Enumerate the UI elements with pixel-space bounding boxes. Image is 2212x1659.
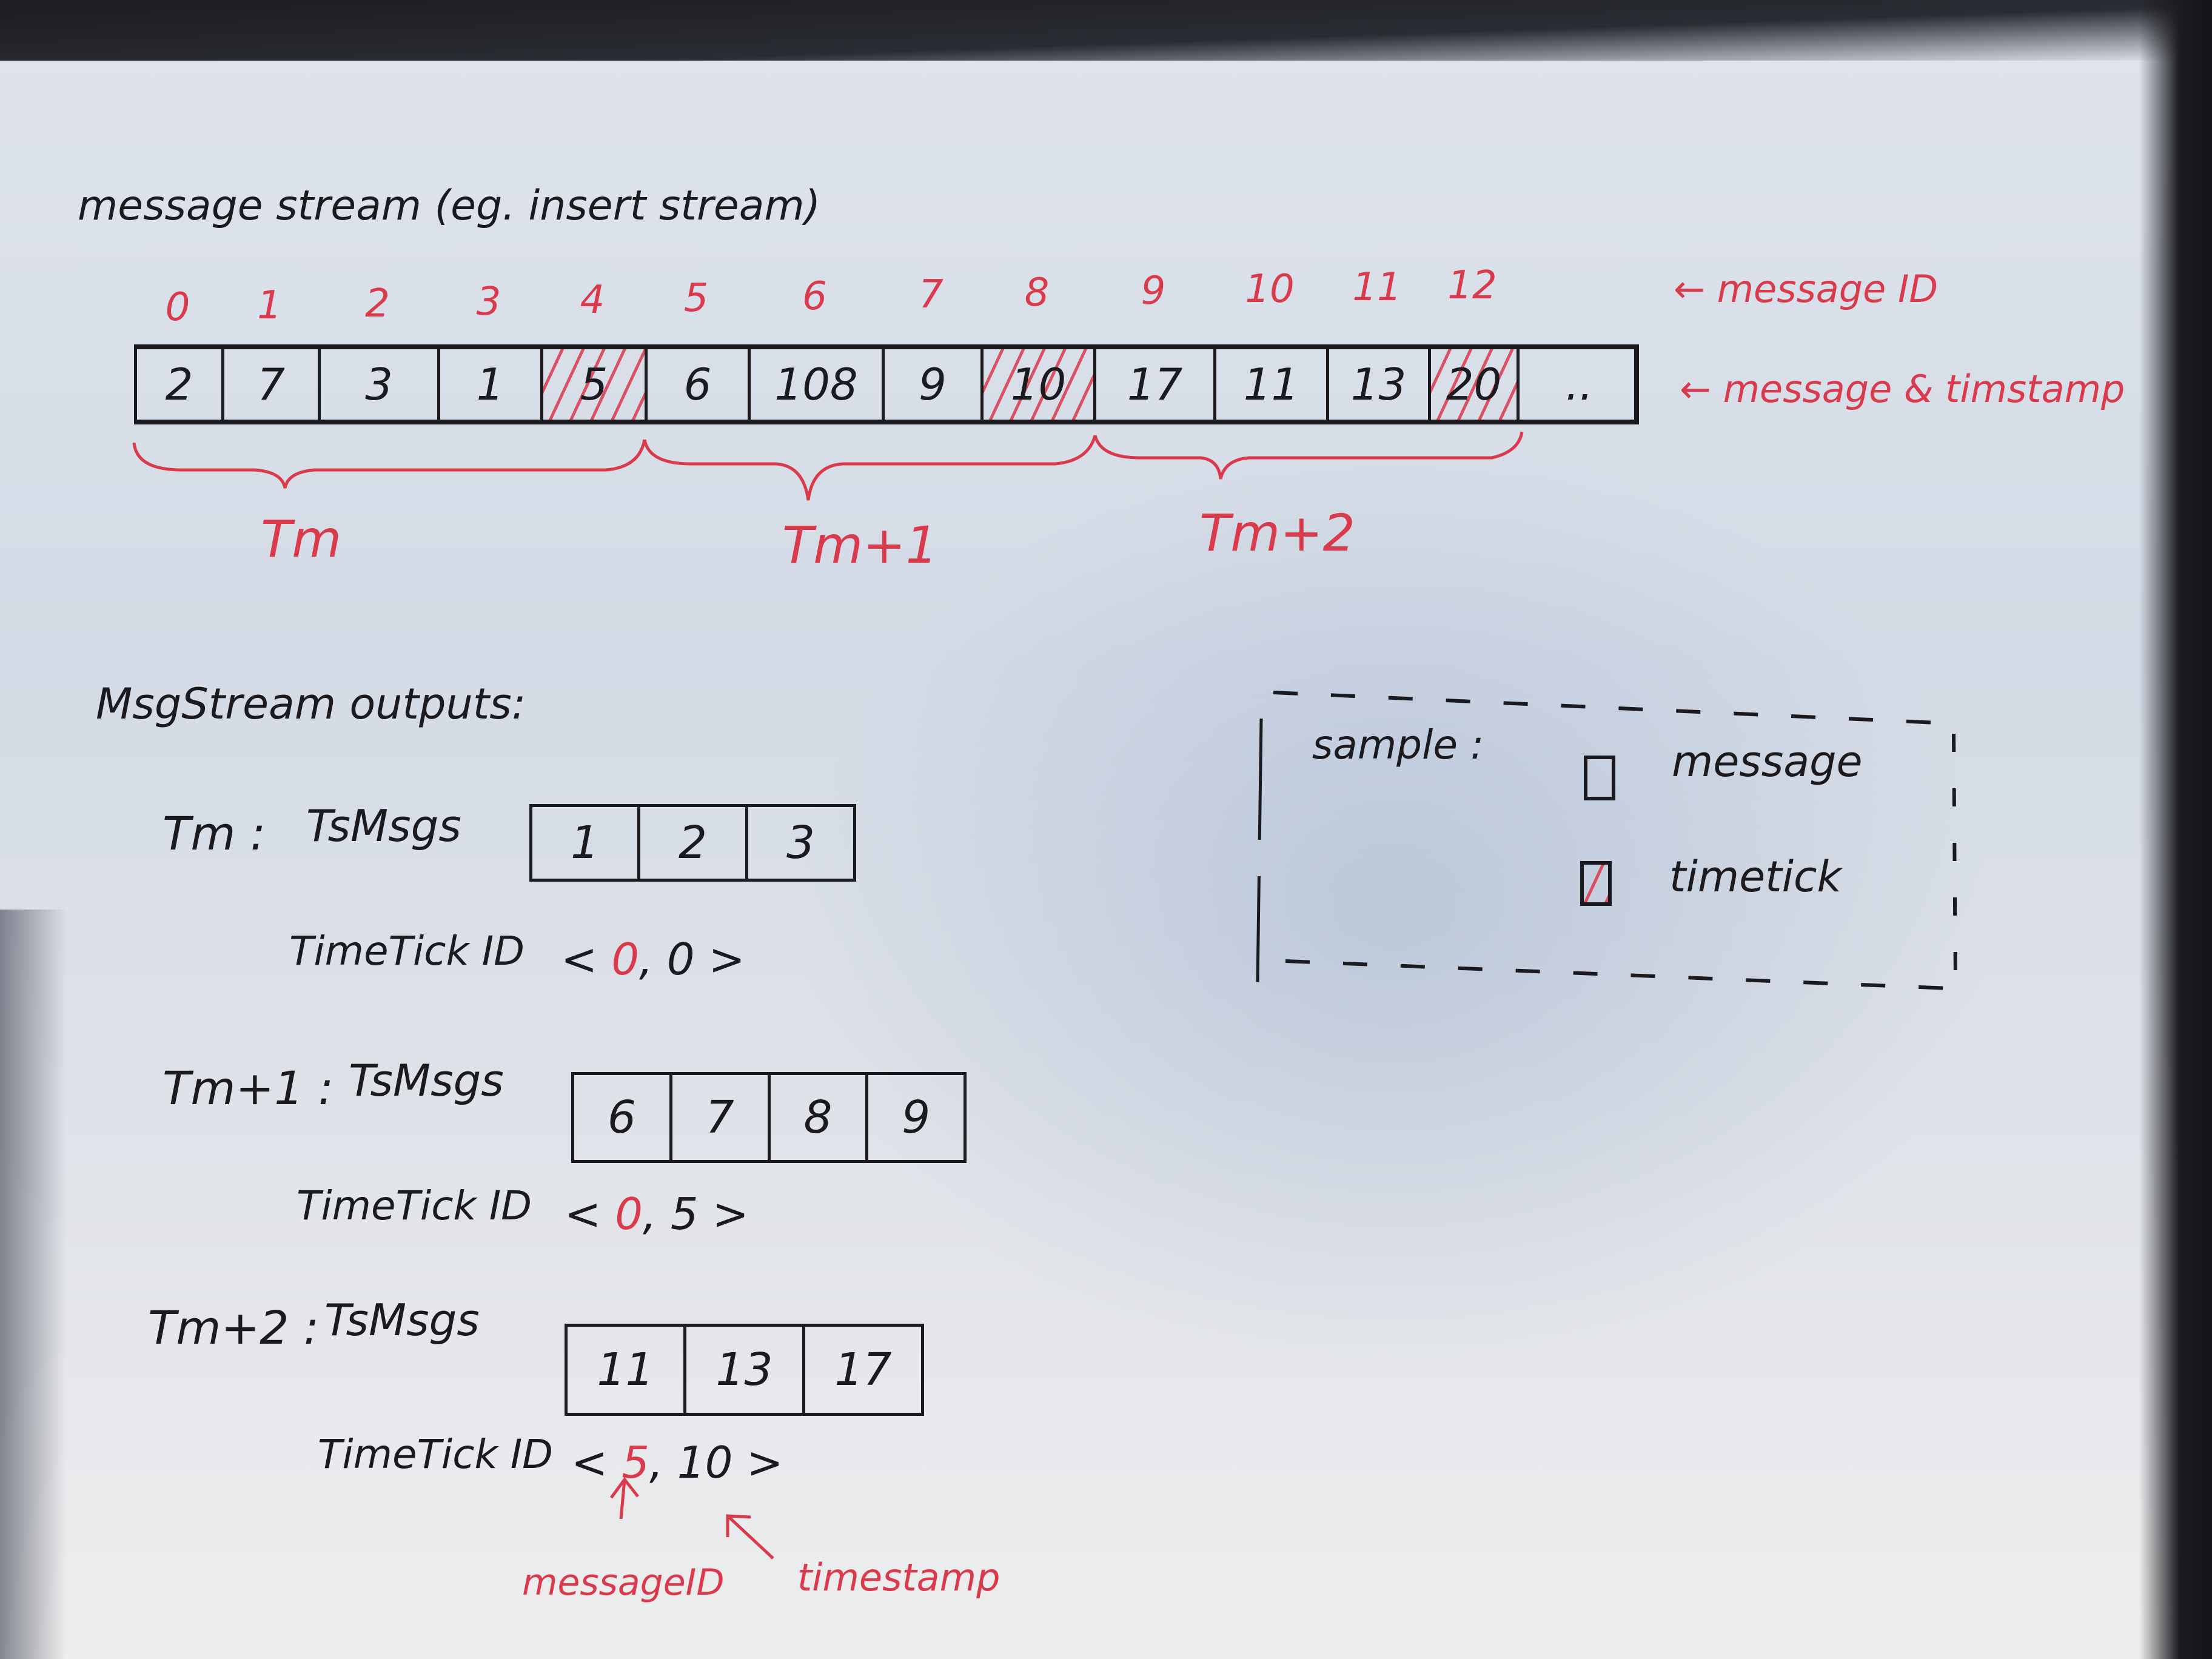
timetick-timestamp: , 5 > xyxy=(643,1188,749,1239)
message-timestamp-annotation: ← message & timstamp xyxy=(1680,367,2125,411)
range-label-tm: Tm xyxy=(261,509,342,569)
diagram-title: message stream (eg. insert stream) xyxy=(78,182,821,230)
message-cell: 9 xyxy=(882,349,980,420)
timetick-cell: 10 xyxy=(980,349,1093,420)
message-cell: 13 xyxy=(1326,349,1428,420)
message-id-label: 12 xyxy=(1447,263,1497,308)
outputs-heading: MsgStream outputs: xyxy=(96,679,526,729)
arrow-message-id xyxy=(609,1476,639,1520)
photo-edge-right xyxy=(2139,0,2212,1659)
tsmsgs-label: TsMsgs xyxy=(324,1295,480,1346)
message-id-label: 2 xyxy=(365,281,390,326)
message-cell: 17 xyxy=(1093,349,1213,420)
message-cell: 7 xyxy=(221,349,318,420)
tsmsg-cell: 11 xyxy=(597,1344,654,1396)
message-cell: 1 xyxy=(437,349,540,420)
message-id-annotation: ← message ID xyxy=(1674,267,1939,311)
legend-box xyxy=(1273,691,1957,990)
timetick-cell: 5 xyxy=(540,349,645,420)
output-range-name: Tm+1 : xyxy=(163,1061,334,1115)
timetick-timestamp: , 10 > xyxy=(649,1437,783,1488)
annotation-timestamp: timestamp xyxy=(797,1555,1000,1600)
brace-tm2 xyxy=(1093,431,1524,480)
timetick-id-label: TimeTick ID xyxy=(297,1182,532,1229)
tsmsg-cell: 13 xyxy=(683,1327,802,1413)
range-label-tm1: Tm+1 xyxy=(782,515,938,575)
message-id-label: 5 xyxy=(683,276,709,321)
message-cell: 108 xyxy=(748,349,882,420)
tsmsg-cell: 17 xyxy=(802,1327,921,1413)
timetick-id-value: < 0, 0 > xyxy=(561,934,745,985)
legend-timetick-label: timetick xyxy=(1669,852,1842,902)
output-range-name: Tm : xyxy=(163,806,266,860)
tsmsg-cell: 2 xyxy=(637,807,745,879)
legend-message-label: message xyxy=(1672,737,1863,786)
tsmsg-cell: 1 xyxy=(570,817,600,869)
message-id-label: 7 xyxy=(919,272,943,317)
message-stream: 2 7 3 1 5 6 108 9 10 17 11 13 20.. xyxy=(134,344,1639,424)
message-id-label: 3 xyxy=(476,280,501,324)
output-range-name: Tm+2 : xyxy=(148,1301,320,1355)
annotation-message-id: messageID xyxy=(522,1561,725,1604)
timetick-message-id: 0 xyxy=(611,934,640,985)
message-id-label: 8 xyxy=(1024,270,1050,315)
message-id-label: 10 xyxy=(1245,267,1295,312)
photo-shadow-left xyxy=(0,910,67,1659)
legend-title: sample : xyxy=(1312,722,1484,768)
timetick-id-value: < 0, 5 > xyxy=(565,1188,749,1239)
legend-timetick-swatch xyxy=(1580,861,1612,906)
message-id-label: 1 xyxy=(257,283,282,328)
legend-message-swatch xyxy=(1584,756,1615,800)
message-cell: .. xyxy=(1517,349,1639,420)
message-id-label: 11 xyxy=(1352,265,1402,310)
timetick-id-label: TimeTick ID xyxy=(318,1431,553,1478)
tsmsg-cell: 6 xyxy=(607,1091,636,1144)
timetick-id-value: < 5, 10 > xyxy=(571,1437,783,1488)
tsmsg-cell: 3 xyxy=(745,807,853,879)
brace-tm xyxy=(132,439,646,489)
photo-edge-top xyxy=(0,0,2212,61)
legend-box-left xyxy=(1256,718,1263,983)
tsmsgs-label: TsMsgs xyxy=(349,1055,504,1106)
arrow-timestamp xyxy=(726,1514,774,1560)
brace-tm1 xyxy=(643,435,1097,501)
tsmsgs-box: 11 13 17 xyxy=(565,1324,924,1416)
range-label-tm2: Tm+2 xyxy=(1199,503,1355,563)
message-cell: 6 xyxy=(645,349,748,420)
message-id-label: 9 xyxy=(1141,269,1166,313)
message-id-label: 6 xyxy=(802,274,827,319)
message-id-label: 0 xyxy=(165,285,190,330)
tsmsg-cell: 9 xyxy=(865,1075,964,1160)
timetick-open: < xyxy=(565,1188,615,1239)
timetick-message-id: 0 xyxy=(615,1188,643,1239)
timetick-cell: 20 xyxy=(1428,349,1517,420)
tsmsg-cell: 8 xyxy=(767,1075,866,1160)
tsmsgs-label: TsMsgs xyxy=(306,800,461,851)
timetick-open: < xyxy=(561,934,612,985)
tsmsg-cell: 7 xyxy=(669,1075,768,1160)
message-cell: 3 xyxy=(318,349,437,420)
timetick-timestamp: , 0 > xyxy=(639,934,745,985)
message-cell: 11 xyxy=(1213,349,1326,420)
message-id-label: 4 xyxy=(580,278,605,323)
timetick-open: < xyxy=(571,1437,622,1488)
message-cell: 2 xyxy=(134,349,221,420)
timetick-id-label: TimeTick ID xyxy=(289,928,525,974)
timetick-message-id: 5 xyxy=(622,1437,650,1488)
